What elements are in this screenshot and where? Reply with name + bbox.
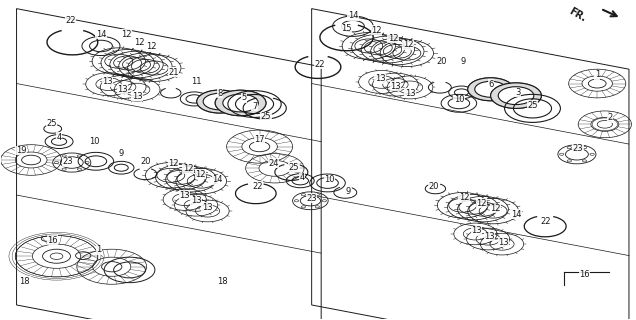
Text: 12: 12: [168, 159, 179, 168]
Text: 23: 23: [573, 144, 583, 153]
Circle shape: [197, 90, 242, 113]
Text: 8: 8: [217, 89, 223, 98]
Text: 14: 14: [212, 175, 223, 184]
Text: 10: 10: [324, 175, 335, 184]
Text: 25: 25: [46, 119, 57, 128]
Text: 6: 6: [488, 80, 494, 89]
Text: 22: 22: [252, 182, 263, 191]
Text: 13: 13: [132, 92, 142, 101]
Text: 7: 7: [252, 102, 257, 111]
Text: 13: 13: [390, 82, 401, 91]
Text: 12: 12: [183, 164, 193, 173]
Text: 13: 13: [117, 85, 128, 94]
Text: 1: 1: [595, 70, 600, 79]
Text: 17: 17: [254, 135, 265, 144]
Circle shape: [223, 94, 258, 112]
Text: 13: 13: [179, 190, 190, 200]
Text: 9: 9: [346, 188, 351, 196]
Text: 24: 24: [268, 159, 279, 168]
Text: 13: 13: [484, 232, 495, 241]
Text: FR.: FR.: [567, 6, 587, 24]
Text: 3: 3: [515, 88, 521, 97]
Text: 12: 12: [121, 30, 132, 39]
Text: 13: 13: [375, 74, 385, 83]
Text: 13: 13: [191, 196, 202, 205]
Text: 9: 9: [460, 57, 466, 66]
Text: 13: 13: [471, 226, 482, 235]
Text: 13: 13: [202, 203, 212, 212]
Text: 22: 22: [66, 16, 76, 25]
Circle shape: [215, 90, 266, 116]
Circle shape: [490, 83, 541, 108]
Text: 16: 16: [579, 269, 590, 279]
Text: 22: 22: [314, 60, 324, 69]
Text: 25: 25: [289, 163, 299, 172]
Text: 10: 10: [453, 95, 464, 104]
Text: 12: 12: [403, 40, 413, 49]
Text: 2: 2: [607, 114, 612, 123]
Text: 12: 12: [371, 26, 382, 35]
Text: 25: 25: [527, 101, 538, 110]
Circle shape: [467, 78, 513, 101]
Circle shape: [498, 87, 534, 105]
Text: 12: 12: [476, 198, 487, 207]
Circle shape: [203, 93, 236, 110]
Text: 22: 22: [540, 217, 550, 226]
Text: 21: 21: [168, 68, 179, 77]
Text: 12: 12: [490, 204, 501, 213]
Text: 4: 4: [57, 133, 62, 142]
Text: 25: 25: [261, 113, 271, 122]
Text: 13: 13: [404, 89, 415, 98]
Text: 18: 18: [218, 277, 228, 286]
Text: 16: 16: [48, 236, 58, 245]
Text: 19: 19: [16, 146, 26, 155]
Text: 18: 18: [20, 276, 30, 285]
Text: 20: 20: [436, 57, 447, 66]
Text: 9: 9: [119, 149, 124, 158]
Text: 11: 11: [191, 77, 202, 86]
Text: 12: 12: [387, 34, 398, 43]
Text: 23: 23: [307, 194, 317, 203]
Text: 20: 20: [428, 182, 439, 191]
Text: 12: 12: [134, 38, 144, 47]
Text: 10: 10: [90, 137, 100, 146]
Text: 5: 5: [241, 93, 246, 102]
Text: 12: 12: [459, 193, 469, 202]
Text: 14: 14: [95, 30, 106, 39]
Text: 13: 13: [498, 238, 509, 247]
Text: 23: 23: [62, 157, 73, 166]
Text: 1: 1: [97, 245, 102, 254]
Text: 12: 12: [195, 170, 206, 179]
Text: 12: 12: [146, 42, 157, 52]
Circle shape: [474, 81, 506, 97]
Text: 4: 4: [300, 173, 305, 182]
Text: 20: 20: [140, 157, 151, 166]
Text: 14: 14: [511, 210, 522, 219]
Text: 14: 14: [348, 12, 358, 20]
Text: 13: 13: [102, 77, 113, 86]
Text: 15: 15: [342, 24, 352, 33]
